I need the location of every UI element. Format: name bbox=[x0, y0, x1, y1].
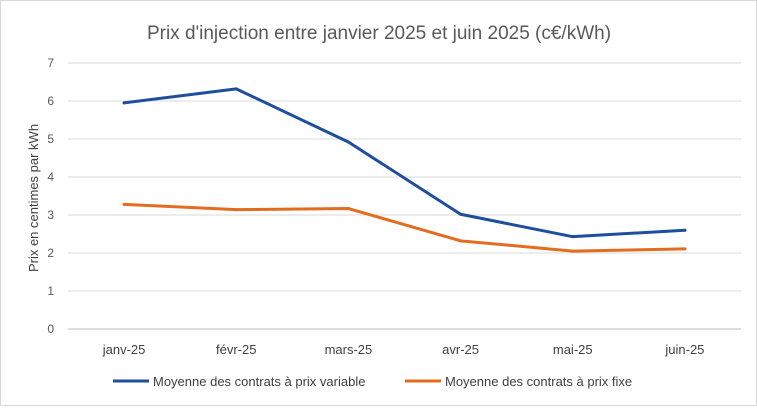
gridlines bbox=[68, 62, 741, 330]
x-tick-labels: janv-25 févr-25 mars-25 avr-25 mai-25 juin-25 bbox=[102, 342, 705, 357]
data-point bbox=[234, 208, 238, 212]
series-lines bbox=[122, 87, 687, 253]
data-point bbox=[683, 228, 687, 232]
legend-label: Moyenne des contrats à prix variable bbox=[153, 374, 365, 389]
y-tick-label: 4 bbox=[47, 170, 54, 184]
y-tick-label: 7 bbox=[47, 56, 54, 70]
data-point bbox=[346, 140, 350, 144]
y-tick-label: 5 bbox=[47, 132, 54, 146]
data-point bbox=[571, 249, 575, 253]
series-line-0 bbox=[122, 87, 687, 239]
legend-item-0: Moyenne des contrats à prix variable bbox=[113, 374, 365, 389]
data-point bbox=[683, 247, 687, 251]
y-tick-label: 6 bbox=[47, 94, 54, 108]
legend: Moyenne des contrats à prix variable Moye… bbox=[113, 374, 632, 389]
y-tick-labels: 0 1 2 3 4 5 6 7 bbox=[47, 56, 54, 336]
chart-title: Prix d'injection entre janvier 2025 et j… bbox=[147, 23, 611, 44]
legend-label: Moyenne des contrats à prix fixe bbox=[445, 374, 632, 389]
y-axis-label: Prix en centimes par kWh bbox=[26, 124, 41, 272]
data-point bbox=[459, 239, 463, 243]
data-point bbox=[346, 207, 350, 211]
data-point bbox=[234, 87, 238, 91]
data-point bbox=[459, 212, 463, 216]
y-tick-label: 3 bbox=[47, 208, 54, 222]
y-tick-label: 0 bbox=[47, 322, 54, 336]
x-tick-label: mai-25 bbox=[553, 342, 593, 357]
data-point bbox=[122, 202, 126, 206]
x-tick-label: janv-25 bbox=[102, 342, 146, 357]
data-point bbox=[122, 101, 126, 105]
y-tick-label: 2 bbox=[47, 246, 54, 260]
series-line-1 bbox=[122, 202, 687, 253]
y-tick-label: 1 bbox=[47, 284, 54, 298]
x-tick-label: mars-25 bbox=[325, 342, 373, 357]
x-tick-label: avr-25 bbox=[442, 342, 479, 357]
x-tick-label: juin-25 bbox=[664, 342, 704, 357]
x-tick-label: févr-25 bbox=[216, 342, 256, 357]
data-point bbox=[571, 235, 575, 239]
legend-item-1: Moyenne des contrats à prix fixe bbox=[405, 374, 632, 389]
